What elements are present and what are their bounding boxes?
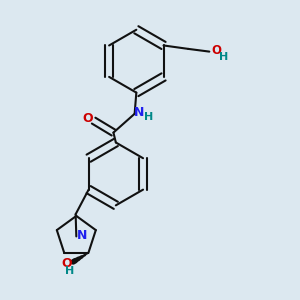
Text: O: O bbox=[82, 112, 93, 125]
Text: O: O bbox=[62, 257, 73, 270]
Text: O: O bbox=[212, 44, 222, 57]
Text: H: H bbox=[219, 52, 228, 62]
Text: N: N bbox=[76, 229, 87, 242]
Text: N: N bbox=[134, 106, 145, 119]
Text: H: H bbox=[144, 112, 153, 122]
Text: H: H bbox=[65, 266, 74, 276]
